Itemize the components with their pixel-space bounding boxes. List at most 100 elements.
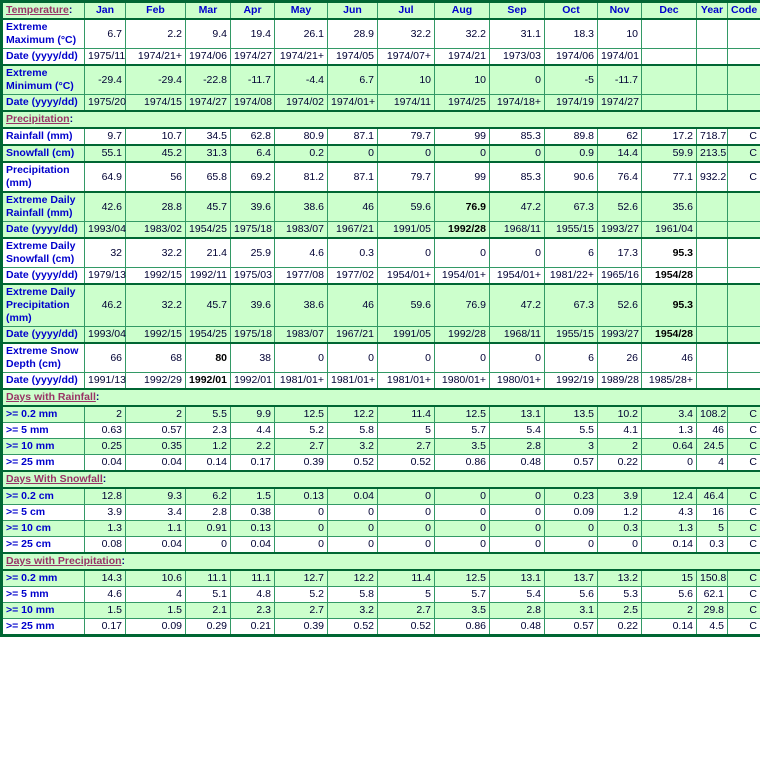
- value-cell: [696, 221, 728, 239]
- value-cell: 0.22: [597, 454, 642, 472]
- value-cell: 0.29: [185, 618, 231, 636]
- value-cell: 10: [377, 64, 435, 95]
- value-cell: -11.7: [230, 64, 275, 95]
- value-cell: 1.2: [185, 438, 231, 455]
- value-cell: 12.4: [641, 487, 697, 505]
- value-cell: [696, 94, 728, 112]
- value-cell: 67.3: [544, 283, 598, 327]
- value-cell: 3.2: [327, 438, 378, 455]
- value-cell: C: [727, 487, 760, 505]
- value-cell: 42.6: [84, 191, 126, 222]
- value-cell: [727, 237, 760, 268]
- table-row: >= 0.2 mm 14.3 10.6 11.1 11.1 12.7 12.2 11.4 12.…: [1, 569, 760, 587]
- value-cell: 0.21: [230, 618, 275, 636]
- value-cell: 1.3: [84, 520, 126, 537]
- value-cell: 0.04: [125, 536, 186, 554]
- value-cell: [696, 18, 728, 49]
- value-cell: 932.2: [696, 161, 728, 193]
- row-label: Date (yyyy/dd): [1, 267, 85, 285]
- value-cell: 46.2: [84, 283, 126, 327]
- value-cell: C: [727, 520, 760, 537]
- value-cell: 6.2: [185, 487, 231, 505]
- column-header-apr: Apr: [230, 1, 275, 20]
- value-cell: [696, 342, 728, 373]
- value-cell: 10.7: [125, 127, 186, 146]
- value-cell: 3.4: [125, 504, 186, 521]
- value-cell: 4.4: [230, 422, 275, 439]
- value-cell: 2.8: [489, 602, 545, 619]
- value-cell: 1991/05: [377, 221, 435, 239]
- value-cell: 1.1: [125, 520, 186, 537]
- value-cell: 4.8: [230, 586, 275, 603]
- table-row: >= 0.2 cm 12.8 9.3 6.2 1.5 0.13 0.04 0 0 0 0.23 3.9…: [1, 487, 760, 505]
- value-cell: 1967/21: [327, 326, 378, 344]
- value-cell: [727, 48, 760, 66]
- value-cell: 95.3: [641, 283, 697, 327]
- days-with-snowfall-link[interactable]: Days With Snowfall: [6, 473, 103, 485]
- column-header-year: Year: [696, 1, 728, 20]
- value-cell: [696, 372, 728, 390]
- value-cell: 1961/04: [641, 221, 697, 239]
- value-cell: 10.6: [125, 569, 186, 587]
- value-cell: 2.2: [125, 18, 186, 49]
- value-cell: [727, 283, 760, 327]
- column-header-dec: Dec: [641, 1, 697, 20]
- value-cell: 1.3: [641, 520, 697, 537]
- value-cell: 0.52: [377, 454, 435, 472]
- value-cell: [696, 237, 728, 268]
- column-header-row: Temperature: Jan Feb Mar Apr May Jun Jul Aug Sep O…: [1, 1, 760, 20]
- value-cell: 1965/16: [597, 267, 642, 285]
- value-cell: -5: [544, 64, 598, 95]
- row-label: Extreme Snow Depth (cm): [1, 342, 85, 373]
- value-cell: 0: [274, 520, 328, 537]
- value-cell: 16: [696, 504, 728, 521]
- value-cell: 0: [489, 487, 545, 505]
- value-cell: 45.2: [125, 144, 186, 163]
- value-cell: 4.5: [696, 618, 728, 636]
- value-cell: 1975/18: [230, 326, 275, 344]
- column-header-sep: Sep: [489, 1, 545, 20]
- value-cell: C: [727, 504, 760, 521]
- temperature-link[interactable]: Temperature: [6, 4, 69, 16]
- value-cell: 13.1: [489, 405, 545, 423]
- value-cell: 0.38: [230, 504, 275, 521]
- days-with-rainfall-link[interactable]: Days with Rainfall: [6, 391, 96, 403]
- value-cell: 0: [185, 536, 231, 554]
- value-cell: 1954/25: [185, 221, 231, 239]
- climate-data-table: Temperature: Jan Feb Mar Apr May Jun Jul Aug Sep O…: [0, 0, 760, 637]
- value-cell: 0.04: [125, 454, 186, 472]
- value-cell: 85.3: [489, 127, 545, 146]
- value-cell: 47.2: [489, 191, 545, 222]
- value-cell: 9.3: [125, 487, 186, 505]
- value-cell: C: [727, 422, 760, 439]
- value-cell: 28.9: [327, 18, 378, 49]
- value-cell: 34.5: [185, 127, 231, 146]
- value-cell: 1983/07: [274, 326, 328, 344]
- column-header-may: May: [274, 1, 328, 20]
- value-cell: 6: [544, 237, 598, 268]
- value-cell: 0.14: [185, 454, 231, 472]
- value-cell: 1992/11: [185, 267, 231, 285]
- value-cell: 5.2: [274, 422, 328, 439]
- value-cell: 28.8: [125, 191, 186, 222]
- row-label: Extreme Daily Rainfall (mm): [1, 191, 85, 222]
- section-header-row: Days With Snowfall:: [1, 470, 760, 489]
- value-cell: 0: [489, 64, 545, 95]
- value-cell: 1974/08: [230, 94, 275, 112]
- value-cell: 1974/21+: [125, 48, 186, 66]
- value-cell: 6: [544, 342, 598, 373]
- value-cell: 0.86: [434, 618, 490, 636]
- value-cell: 24.5: [696, 438, 728, 455]
- precipitation-link[interactable]: Precipitation: [6, 113, 70, 125]
- value-cell: 1974/11: [377, 94, 435, 112]
- value-cell: 67.3: [544, 191, 598, 222]
- value-cell: [727, 64, 760, 95]
- value-cell: 1975/03: [230, 267, 275, 285]
- value-cell: 1992/15: [125, 267, 186, 285]
- days-with-precipitation-link[interactable]: Days with Precipitation: [6, 555, 122, 567]
- value-cell: 5.5: [185, 405, 231, 423]
- value-cell: [641, 94, 697, 112]
- value-cell: 9.4: [185, 18, 231, 49]
- value-cell: 5.8: [327, 422, 378, 439]
- value-cell: C: [727, 438, 760, 455]
